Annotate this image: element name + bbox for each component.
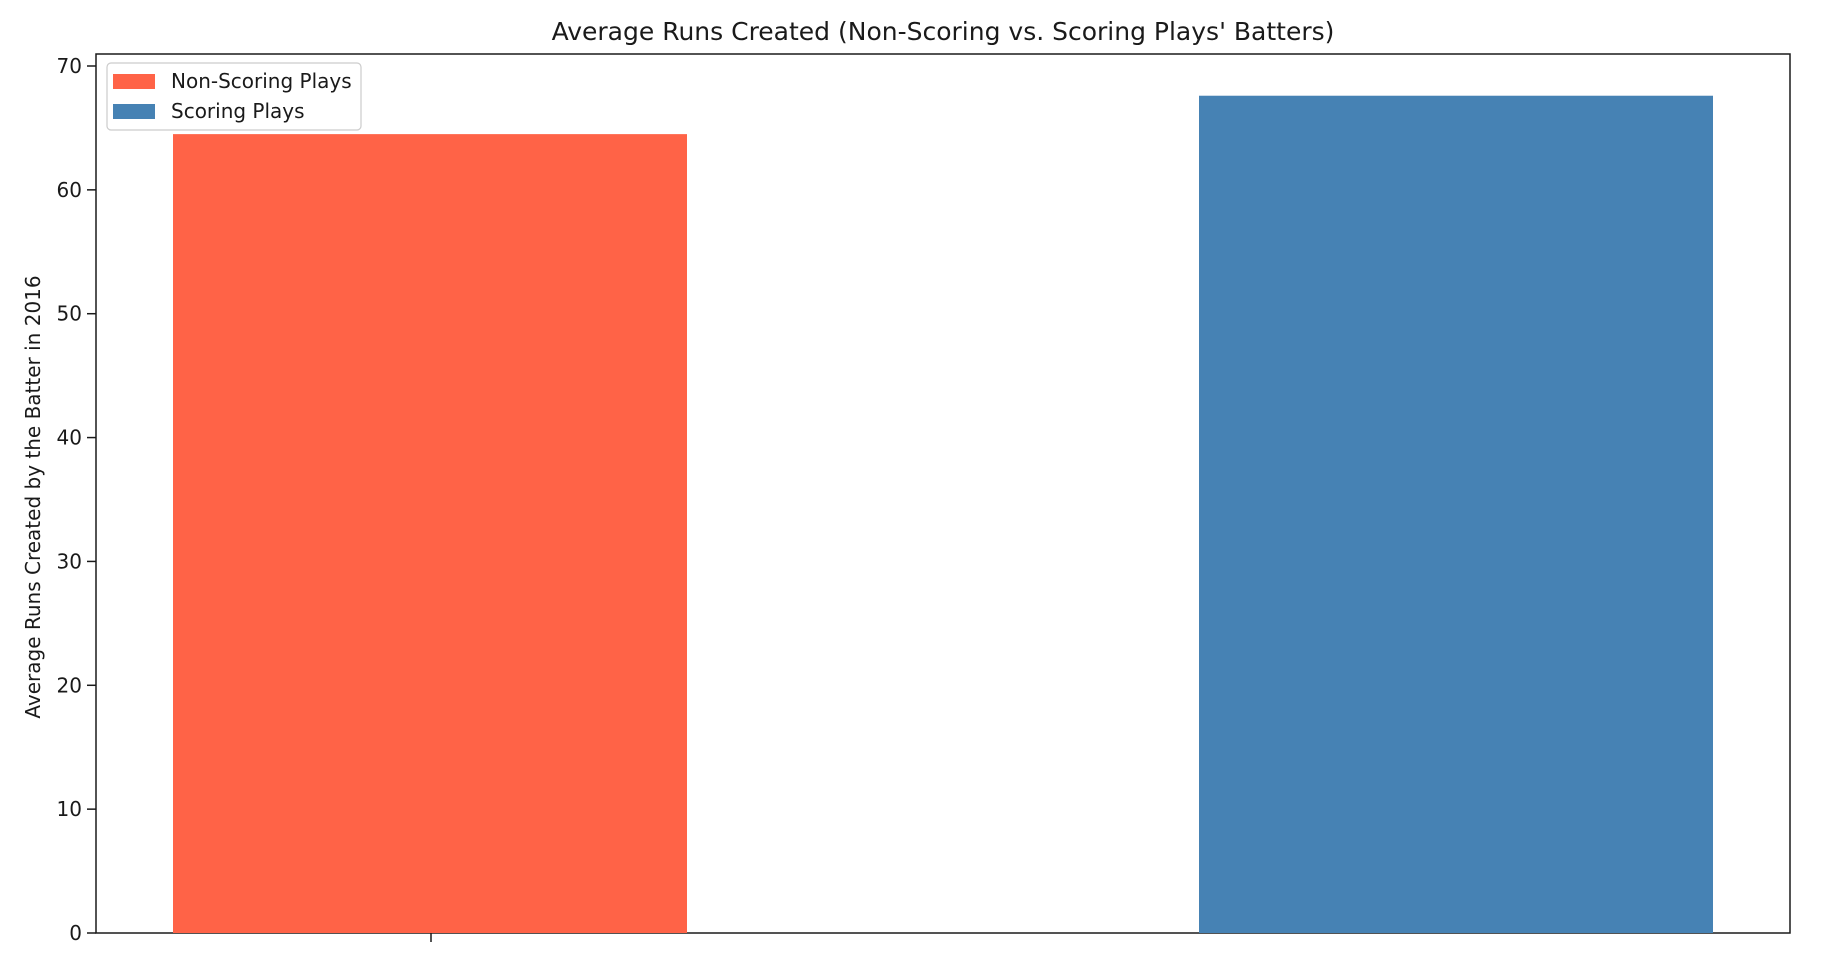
bar-scoring-plays: [1199, 95, 1713, 934]
y-tick-label: 30: [57, 549, 82, 573]
y-tick-label: 40: [57, 426, 82, 450]
legend-swatch-scoring: [113, 104, 155, 119]
bars-group: [173, 95, 1713, 934]
y-tick-label: 10: [57, 797, 82, 821]
legend-label-non-scoring: Non-Scoring Plays: [171, 69, 352, 93]
y-axis-label: Average Runs Created by the Batter in 20…: [21, 275, 45, 718]
y-tick-label: 60: [57, 178, 82, 202]
y-tick-label: 0: [69, 921, 82, 945]
y-tick-label: 70: [57, 54, 82, 78]
chart-title: Average Runs Created (Non-Scoring vs. Sc…: [552, 17, 1335, 46]
legend-box: [106, 62, 362, 131]
y-axis-ticks: 0 10 20 30 40 50 60 70: [57, 54, 96, 945]
y-tick-label: 50: [57, 302, 82, 326]
legend-swatch-non-scoring: [113, 74, 155, 89]
legend: Non-Scoring Plays Scoring Plays: [106, 62, 362, 131]
y-tick-label: 20: [57, 673, 82, 697]
legend-label-scoring: Scoring Plays: [171, 99, 305, 123]
plot-frame: [95, 53, 1791, 934]
bar-non-scoring-plays: [173, 134, 687, 933]
